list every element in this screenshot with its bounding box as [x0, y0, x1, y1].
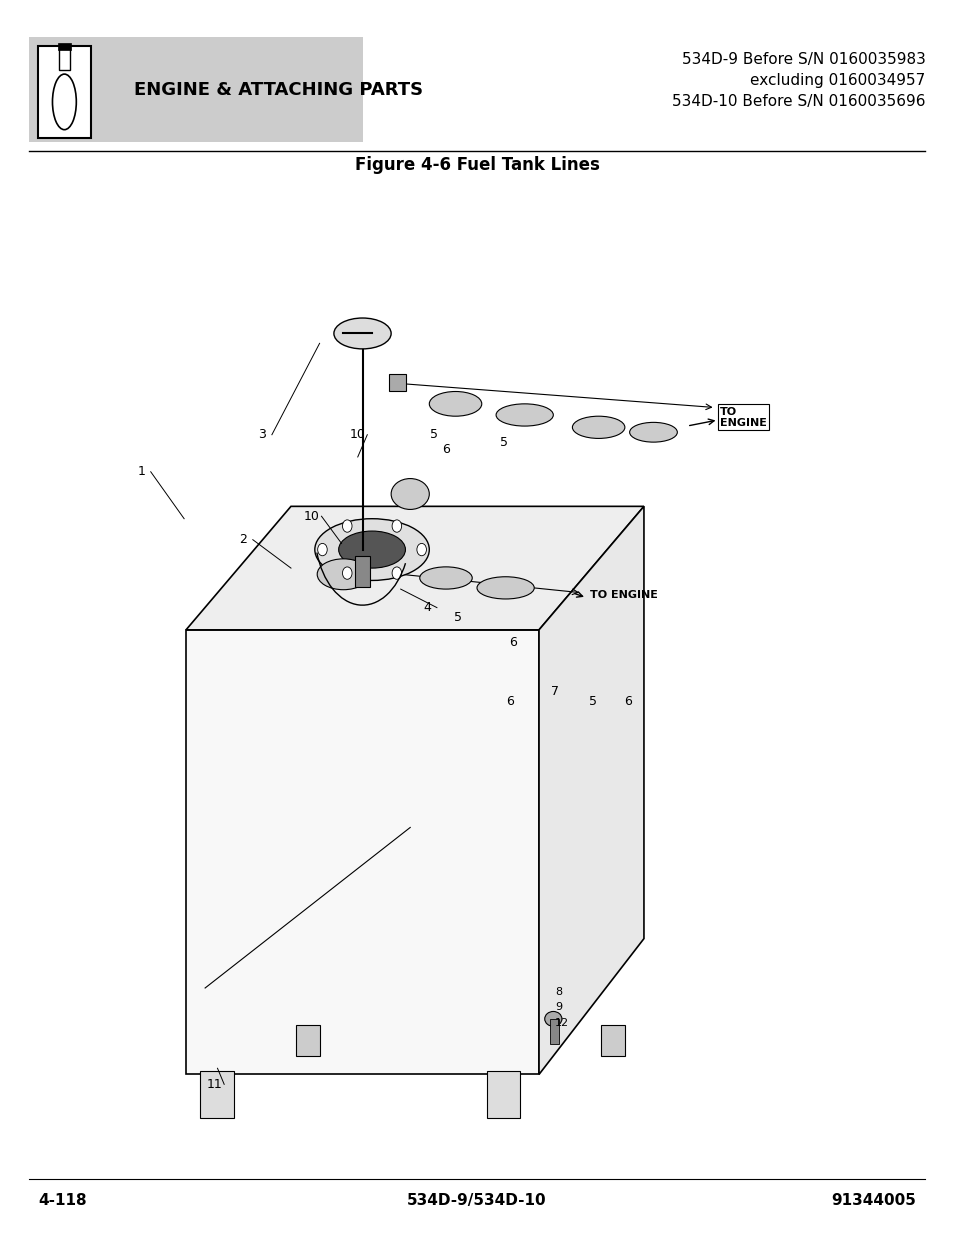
Text: 91344005: 91344005 [830, 1193, 915, 1208]
FancyBboxPatch shape [38, 46, 91, 138]
Text: 5: 5 [499, 436, 507, 448]
Ellipse shape [629, 422, 677, 442]
Text: 11: 11 [207, 1078, 222, 1091]
Ellipse shape [496, 404, 553, 426]
Bar [549, 1019, 558, 1044]
Text: 2: 2 [239, 534, 247, 546]
Text: 534D-9/534D-10: 534D-9/534D-10 [407, 1193, 546, 1208]
Text: 6: 6 [442, 443, 450, 456]
FancyBboxPatch shape [58, 43, 71, 49]
Bar [295, 1025, 319, 1056]
Ellipse shape [476, 577, 534, 599]
Text: TO
ENGINE: TO ENGINE [720, 406, 766, 429]
Ellipse shape [572, 416, 624, 438]
Text: 4: 4 [423, 601, 431, 614]
Bar [389, 374, 406, 391]
Text: Figure 4-6 Fuel Tank Lines: Figure 4-6 Fuel Tank Lines [355, 157, 598, 174]
Ellipse shape [338, 531, 405, 568]
Text: 6: 6 [506, 695, 514, 708]
Text: ENGINE & ATTACHING PARTS: ENGINE & ATTACHING PARTS [133, 82, 422, 99]
Ellipse shape [419, 567, 472, 589]
Polygon shape [186, 506, 643, 630]
Circle shape [342, 567, 352, 579]
Ellipse shape [544, 1011, 561, 1026]
FancyBboxPatch shape [29, 37, 362, 142]
Text: 5: 5 [430, 429, 437, 441]
Bar [355, 556, 370, 587]
Text: 5: 5 [589, 695, 597, 708]
Text: 6: 6 [623, 695, 631, 708]
Text: 534D-9 Before S/N 0160035983: 534D-9 Before S/N 0160035983 [680, 52, 924, 67]
Ellipse shape [316, 558, 369, 590]
Ellipse shape [52, 74, 76, 130]
Bar [600, 1025, 624, 1056]
Circle shape [416, 543, 426, 556]
Text: 10: 10 [350, 429, 365, 441]
Ellipse shape [314, 519, 429, 580]
Polygon shape [186, 630, 538, 1074]
Ellipse shape [334, 319, 391, 350]
Text: 1: 1 [137, 466, 145, 478]
FancyBboxPatch shape [59, 47, 71, 69]
Text: 9: 9 [555, 1002, 561, 1011]
Text: 534D-10 Before S/N 0160035696: 534D-10 Before S/N 0160035696 [671, 94, 924, 109]
Circle shape [392, 567, 401, 579]
Circle shape [342, 520, 352, 532]
Text: 8: 8 [555, 987, 561, 997]
Text: excluding 0160034957: excluding 0160034957 [749, 73, 924, 88]
Text: 12: 12 [555, 1018, 569, 1028]
Text: 4-118: 4-118 [38, 1193, 87, 1208]
Polygon shape [538, 506, 643, 1074]
Text: 3: 3 [258, 429, 266, 441]
Text: 5: 5 [454, 611, 461, 624]
Text: TO ENGINE: TO ENGINE [589, 590, 657, 600]
Ellipse shape [391, 479, 429, 509]
Bar [200, 1071, 233, 1118]
Text: 6: 6 [509, 636, 517, 648]
Text: 7: 7 [551, 685, 558, 698]
Circle shape [392, 520, 401, 532]
Ellipse shape [429, 391, 481, 416]
Circle shape [317, 543, 327, 556]
Text: 10: 10 [304, 510, 319, 522]
Bar [486, 1071, 519, 1118]
